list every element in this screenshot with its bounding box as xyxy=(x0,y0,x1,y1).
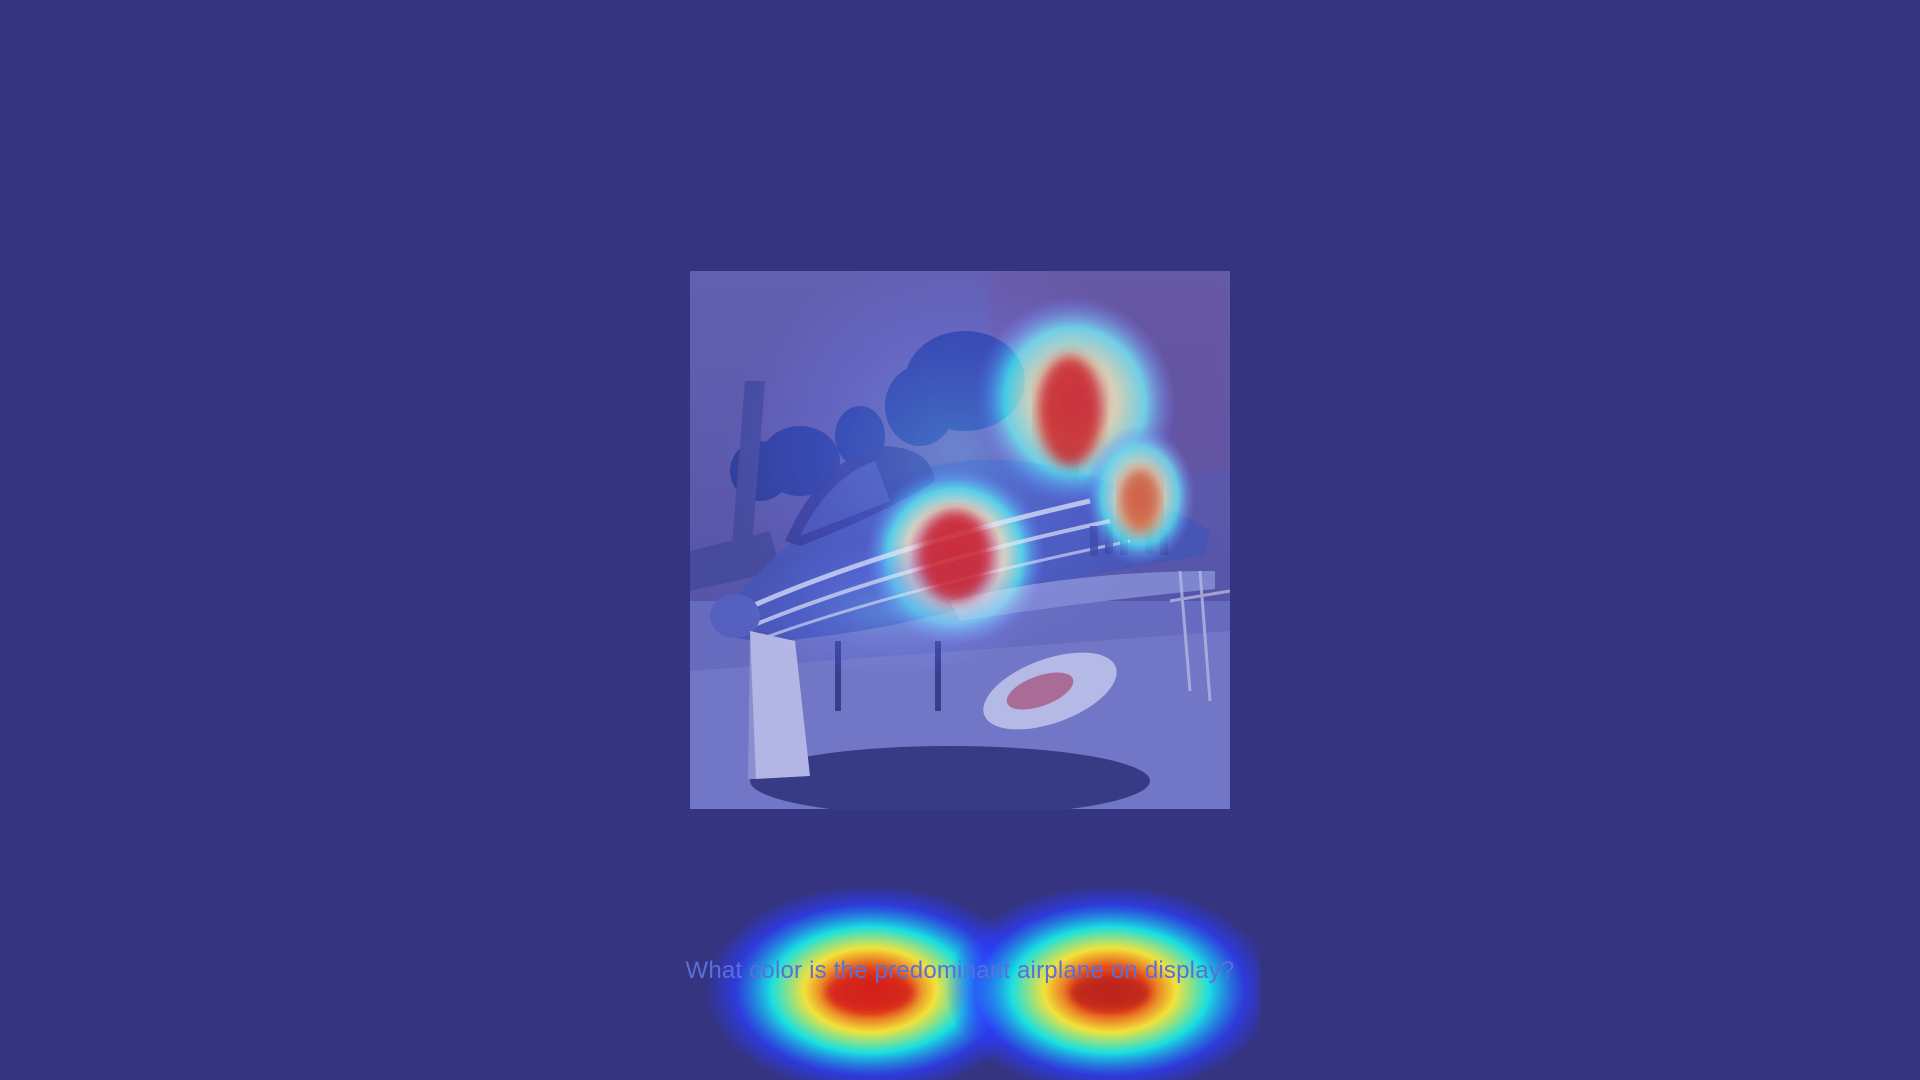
question-text: What color is the predominant airplane o… xyxy=(685,957,1235,984)
airplane-photo xyxy=(690,271,1230,809)
